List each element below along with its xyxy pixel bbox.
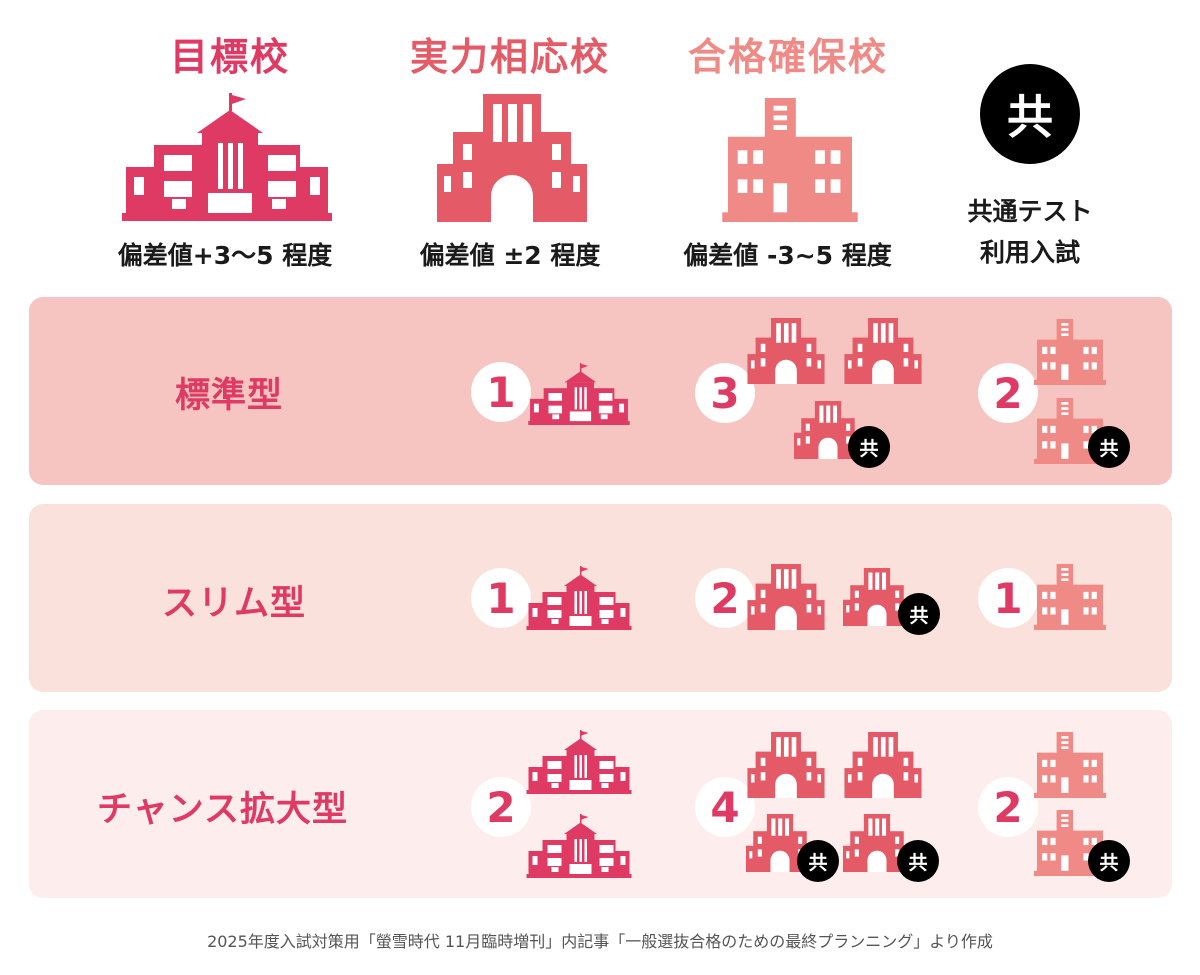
kyotsu-badge: 共: [848, 426, 890, 468]
safety-school-icon: [720, 98, 860, 222]
plan-row-standard: 標準型 1 3 共 2 共: [29, 297, 1172, 485]
safety-deviation: 偏差値 -3~5 程度: [683, 241, 892, 270]
target-count: 1: [471, 362, 531, 422]
kyotsu-badge: 共: [898, 593, 940, 635]
kyotsu-badge: 共: [897, 840, 939, 882]
plan-label: チャンス拡大型: [97, 790, 348, 830]
safety-school-icon: [1032, 564, 1108, 630]
match-school-title: 実力相応校: [409, 35, 610, 79]
target-school-icon: [122, 93, 332, 221]
safety-count: 1: [978, 568, 1038, 628]
target-count: 1: [471, 568, 531, 628]
match-count: 2: [695, 568, 755, 628]
target-school-icon: [525, 363, 633, 425]
plan-row-slim: スリム型 1 2 共 1: [29, 504, 1172, 692]
safety-count: 2: [978, 363, 1038, 423]
kyotsu-badge: 共: [1088, 426, 1130, 468]
kyotsu-test-badge: 共: [980, 64, 1080, 164]
match-school-icon: [746, 564, 826, 630]
match-school-icon: [843, 318, 923, 384]
match-count: 3: [695, 363, 755, 423]
kyotsu-badge: 共: [1088, 840, 1130, 882]
plan-label: スリム型: [162, 584, 307, 624]
match-count: 4: [695, 777, 755, 837]
match-school-icon: [746, 318, 826, 384]
target-school-title: 目標校: [169, 35, 290, 79]
plan-label: 標準型: [175, 376, 284, 416]
match-school-icon: [746, 732, 826, 798]
safety-school-title: 合格確保校: [687, 35, 888, 79]
kyotsu-label-line2: 利用入試: [979, 238, 1080, 267]
kyotsu-label-line1: 共通テスト: [967, 197, 1093, 226]
target-school-icon: [525, 566, 633, 630]
safety-school-icon: [1032, 319, 1108, 385]
match-school-icon: [437, 94, 587, 222]
target-school-icon: [525, 730, 633, 794]
plan-row-chance: チャンス拡大型 2 4 共 共 2 共: [29, 710, 1172, 898]
target-school-icon: [525, 814, 633, 878]
safety-school-icon: [1032, 732, 1108, 798]
kyotsu-badge: 共: [797, 840, 839, 882]
safety-count: 2: [978, 777, 1038, 837]
target-count: 2: [471, 777, 531, 837]
source-note: 2025年度入試対策用「螢雪時代 11月臨時増刊」内記事「一般選抜合格のための最…: [207, 932, 993, 951]
match-deviation: 偏差値 ±2 程度: [419, 241, 601, 270]
match-school-icon: [843, 732, 923, 798]
target-deviation: 偏差値+3〜5 程度: [117, 241, 333, 270]
